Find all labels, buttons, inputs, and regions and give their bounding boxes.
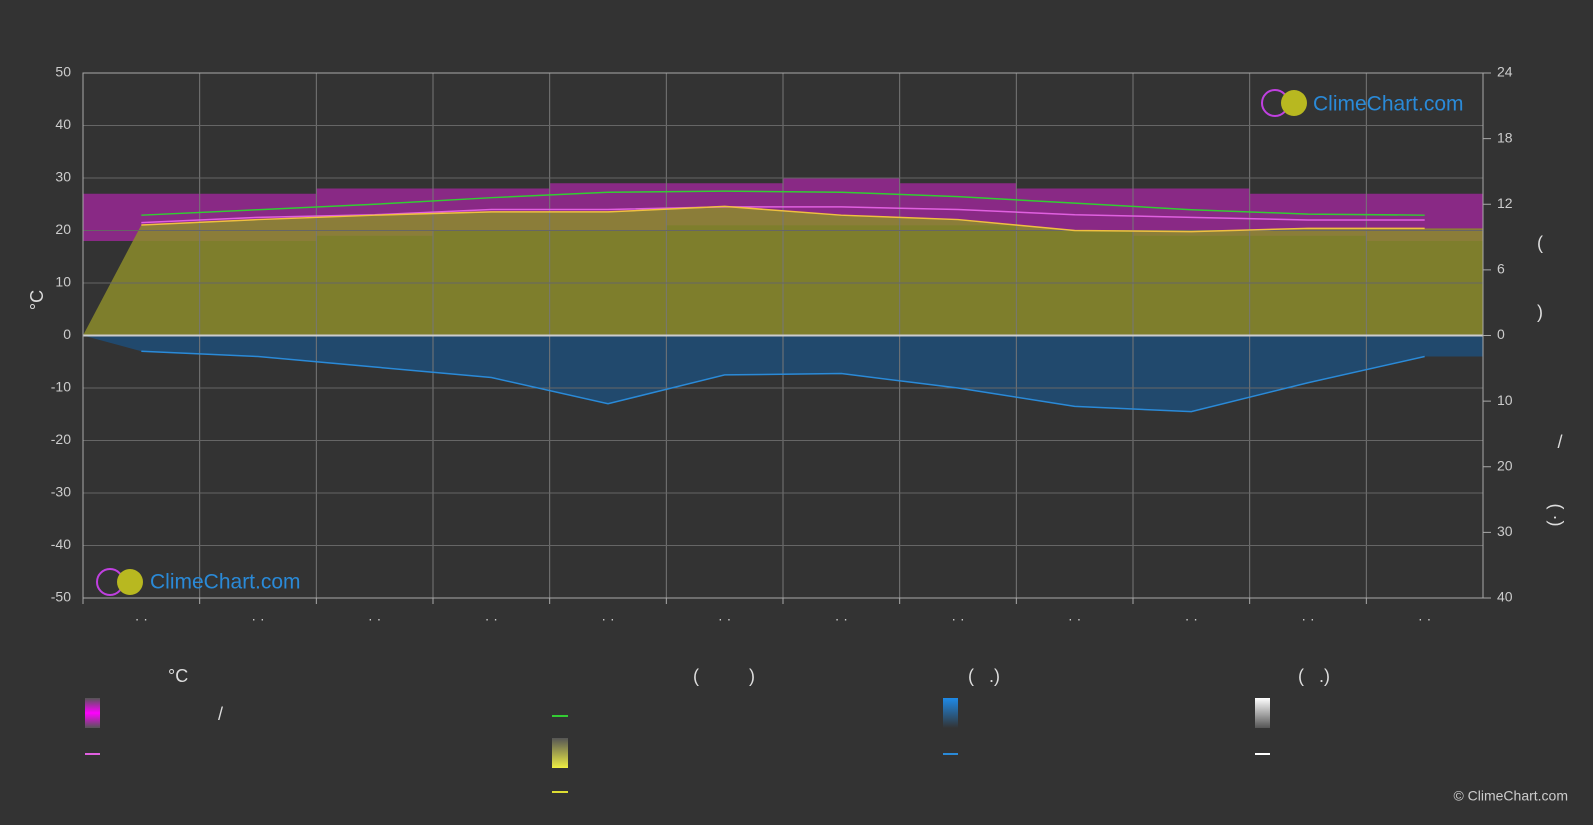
watermark: ClimeChart.com: [1313, 93, 1464, 116]
y-tick-label: 10: [55, 274, 71, 290]
y-tick-label: 50: [55, 64, 71, 80]
right-axis-text: (: [1537, 233, 1543, 253]
legend-header: ( .): [968, 666, 1000, 686]
watermark: ClimeChart.com: [150, 571, 301, 594]
x-tick-label: · ·: [835, 611, 848, 627]
y-tick-label: 30: [55, 169, 71, 185]
series-line: [141, 190, 1425, 216]
y-tick-label: -40: [51, 536, 71, 552]
temperature-range: [1016, 188, 1133, 231]
y2-tick-label: 0: [1497, 326, 1505, 342]
x-tick-label: · ·: [135, 611, 148, 627]
series-line: [141, 205, 1425, 233]
y-tick-label: 40: [55, 116, 71, 132]
x-tick-label: · ·: [368, 611, 381, 627]
logo: [96, 89, 1307, 596]
x-tick-label: · ·: [718, 611, 731, 627]
y3-tick-label: 40: [1497, 589, 1513, 605]
x-tick-label: · ·: [601, 611, 614, 627]
y-axis-label: °C: [27, 290, 47, 310]
x-tick-label: · ·: [251, 611, 264, 627]
y3-tick-label: 20: [1497, 457, 1513, 473]
y2-tick-label: 18: [1497, 129, 1513, 145]
y2-tick-label: 12: [1497, 195, 1513, 211]
x-tick-label: · ·: [485, 611, 498, 627]
y2-tick-label: 24: [1497, 64, 1513, 80]
temperature-range: [1133, 188, 1250, 236]
right-axis-text: ): [1537, 302, 1543, 322]
y-tick-label: -20: [51, 431, 71, 447]
copyright: © ClimeChart.com: [1453, 788, 1568, 804]
legend-header: °C: [168, 666, 188, 686]
series-line: [141, 350, 1425, 413]
x-tick-label: · ·: [1185, 611, 1198, 627]
x-tick-label: · ·: [951, 611, 964, 627]
legend-swatches: [85, 698, 1270, 793]
x-tick-label: · ·: [1068, 611, 1081, 627]
right-axis-text: (· ): [1544, 504, 1564, 527]
y-tick-label: 20: [55, 221, 71, 237]
y-tick-label: 0: [63, 326, 71, 342]
y3-tick-label: 10: [1497, 392, 1513, 408]
y-tick-label: -30: [51, 484, 71, 500]
legend-header: ( .): [1298, 666, 1330, 686]
plot: -50 -40 -30 -20 -10 0 10 20 30 40 50 0 6 12 18 24 10 20 30…: [51, 64, 1513, 627]
y3-tick-label: 30: [1497, 523, 1513, 539]
right-axis-text: /: [1557, 432, 1562, 452]
legend-header: ( ): [693, 666, 755, 686]
legend-text: /: [218, 704, 223, 724]
x-tick-label: · ·: [1418, 611, 1431, 627]
y-tick-label: -50: [51, 589, 71, 605]
y2-tick-label: 6: [1497, 261, 1505, 277]
x-tick-label: · ·: [1301, 611, 1314, 627]
y-tick-label: -10: [51, 379, 71, 395]
